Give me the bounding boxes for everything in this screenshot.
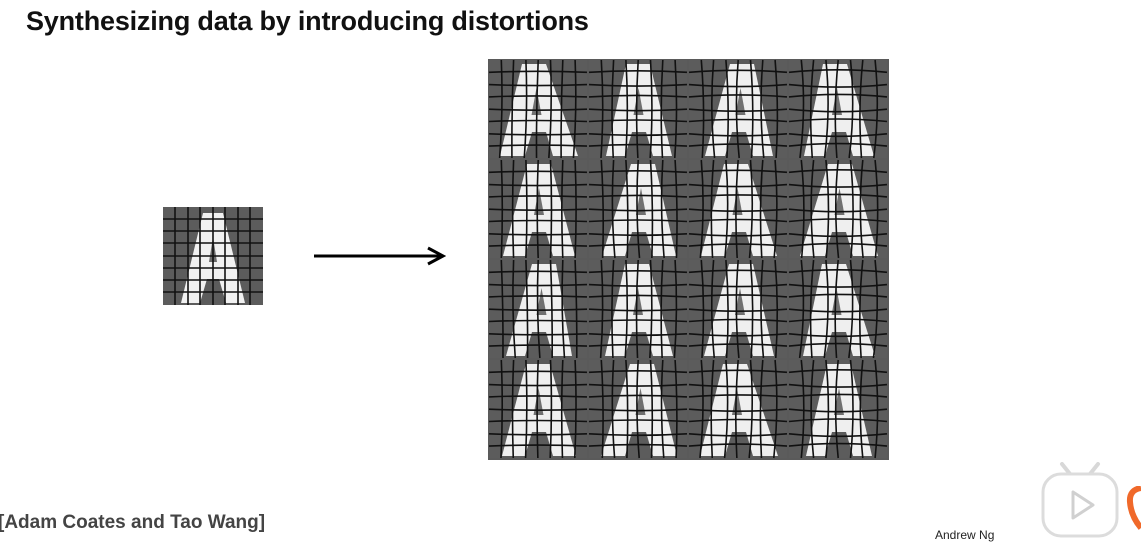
arrow-right-icon bbox=[314, 246, 446, 266]
slide-title: Synthesizing data by introducing distort… bbox=[26, 6, 589, 36]
distorted-sample bbox=[788, 159, 888, 259]
distorted-sample bbox=[688, 359, 788, 459]
distorted-sample bbox=[588, 159, 688, 259]
distorted-sample bbox=[688, 259, 788, 359]
brand-icon[interactable] bbox=[1126, 486, 1141, 530]
play-icon[interactable] bbox=[1040, 462, 1120, 540]
distorted-sample bbox=[688, 59, 788, 159]
credit-text: [Adam Coates and Tao Wang] bbox=[0, 512, 266, 533]
distorted-sample bbox=[588, 359, 688, 459]
distorted-sample bbox=[588, 59, 688, 159]
distorted-sample bbox=[788, 359, 888, 459]
original-letter-image bbox=[163, 207, 263, 305]
distorted-samples-grid bbox=[488, 59, 889, 460]
author-label: Andrew Ng bbox=[935, 528, 995, 542]
distorted-sample bbox=[488, 359, 588, 459]
distorted-sample bbox=[788, 59, 888, 159]
distorted-sample bbox=[488, 259, 588, 359]
distorted-sample bbox=[788, 259, 888, 359]
distorted-sample bbox=[488, 59, 588, 159]
distorted-sample bbox=[688, 159, 788, 259]
distorted-sample bbox=[488, 159, 588, 259]
distorted-sample bbox=[588, 259, 688, 359]
